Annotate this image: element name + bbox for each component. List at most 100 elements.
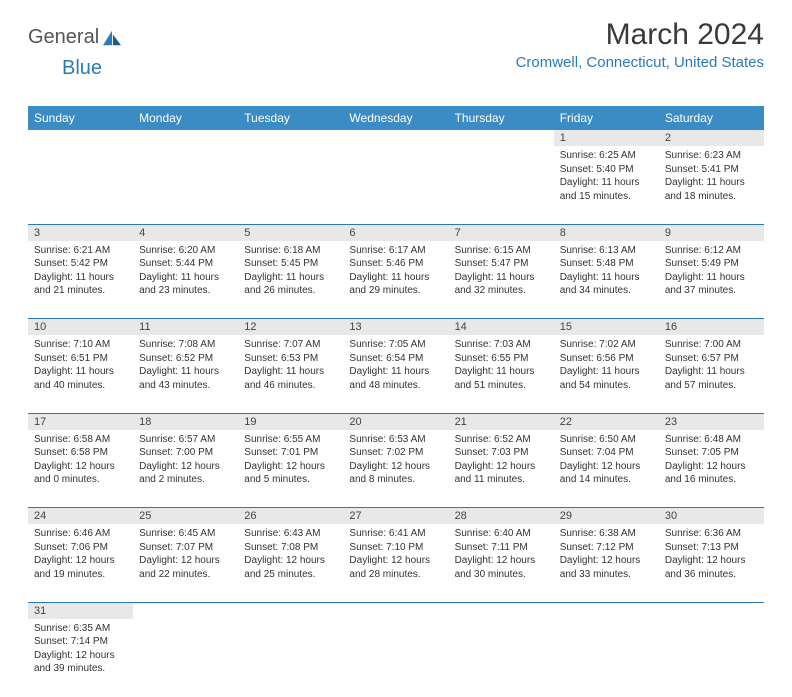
day-number: 16: [659, 319, 764, 335]
sunrise-line: Sunrise: 6:12 AM: [665, 244, 758, 258]
day-cell: Sunrise: 6:52 AMSunset: 7:03 PMDaylight:…: [449, 430, 554, 508]
daylight-line: Daylight: 11 hours and 23 minutes.: [139, 271, 232, 298]
sunset-line: Sunset: 7:03 PM: [455, 446, 548, 460]
day-cell: Sunrise: 6:40 AMSunset: 7:11 PMDaylight:…: [449, 524, 554, 602]
daylight-line: Daylight: 11 hours and 18 minutes.: [665, 176, 758, 203]
day-cell: Sunrise: 7:02 AMSunset: 6:56 PMDaylight:…: [554, 335, 659, 413]
sunrise-line: Sunrise: 6:13 AM: [560, 244, 653, 258]
day-cell-body: Sunrise: 6:20 AMSunset: 5:44 PMDaylight:…: [133, 241, 238, 302]
sunrise-line: Sunrise: 6:23 AM: [665, 149, 758, 163]
sunrise-line: Sunrise: 6:53 AM: [349, 433, 442, 447]
day-cell: [554, 619, 659, 697]
sunrise-line: Sunrise: 6:15 AM: [455, 244, 548, 258]
daylight-line: Daylight: 11 hours and 54 minutes.: [560, 365, 653, 392]
sunset-line: Sunset: 6:57 PM: [665, 352, 758, 366]
week-row: Sunrise: 6:46 AMSunset: 7:06 PMDaylight:…: [28, 524, 764, 602]
day-number: 11: [133, 319, 238, 335]
daylight-line: Daylight: 11 hours and 34 minutes.: [560, 271, 653, 298]
day-cell: Sunrise: 6:38 AMSunset: 7:12 PMDaylight:…: [554, 524, 659, 602]
sunset-line: Sunset: 6:56 PM: [560, 352, 653, 366]
sunset-line: Sunset: 7:08 PM: [244, 541, 337, 555]
day-number: 14: [449, 319, 554, 335]
daylight-line: Daylight: 12 hours and 19 minutes.: [34, 554, 127, 581]
day-cell-body: Sunrise: 6:45 AMSunset: 7:07 PMDaylight:…: [133, 524, 238, 585]
sunset-line: Sunset: 7:05 PM: [665, 446, 758, 460]
sunrise-line: Sunrise: 6:50 AM: [560, 433, 653, 447]
day-cell: Sunrise: 6:17 AMSunset: 5:46 PMDaylight:…: [343, 241, 448, 319]
day-cell: Sunrise: 7:05 AMSunset: 6:54 PMDaylight:…: [343, 335, 448, 413]
day-number: 2: [659, 130, 764, 146]
day-number-cell: 12: [238, 319, 343, 336]
sunrise-line: Sunrise: 6:43 AM: [244, 527, 337, 541]
day-cell: Sunrise: 7:03 AMSunset: 6:55 PMDaylight:…: [449, 335, 554, 413]
day-cell: [238, 619, 343, 697]
sunset-line: Sunset: 7:00 PM: [139, 446, 232, 460]
day-number: [133, 603, 238, 619]
brand-logo: General: [28, 26, 123, 49]
daynum-row: 3456789: [28, 224, 764, 241]
day-cell: [28, 146, 133, 224]
daylight-line: Daylight: 11 hours and 15 minutes.: [560, 176, 653, 203]
day-header: Sunday: [28, 106, 133, 130]
daylight-line: Daylight: 11 hours and 29 minutes.: [349, 271, 442, 298]
daylight-line: Daylight: 12 hours and 8 minutes.: [349, 460, 442, 487]
day-cell-body: Sunrise: 6:48 AMSunset: 7:05 PMDaylight:…: [659, 430, 764, 491]
day-cell-body: Sunrise: 6:23 AMSunset: 5:41 PMDaylight:…: [659, 146, 764, 207]
day-cell: [449, 619, 554, 697]
day-cell: Sunrise: 6:57 AMSunset: 7:00 PMDaylight:…: [133, 430, 238, 508]
day-cell: Sunrise: 6:50 AMSunset: 7:04 PMDaylight:…: [554, 430, 659, 508]
day-number: 23: [659, 414, 764, 430]
daylight-line: Daylight: 12 hours and 33 minutes.: [560, 554, 653, 581]
day-cell-body: Sunrise: 7:05 AMSunset: 6:54 PMDaylight:…: [343, 335, 448, 396]
sunset-line: Sunset: 5:40 PM: [560, 163, 653, 177]
day-cell: Sunrise: 6:36 AMSunset: 7:13 PMDaylight:…: [659, 524, 764, 602]
day-number: 24: [28, 508, 133, 524]
day-number: [449, 130, 554, 146]
day-number-cell: 9: [659, 224, 764, 241]
sunrise-line: Sunrise: 6:36 AM: [665, 527, 758, 541]
daylight-line: Daylight: 11 hours and 51 minutes.: [455, 365, 548, 392]
day-cell-body: Sunrise: 7:02 AMSunset: 6:56 PMDaylight:…: [554, 335, 659, 396]
sunset-line: Sunset: 7:10 PM: [349, 541, 442, 555]
sunrise-line: Sunrise: 6:46 AM: [34, 527, 127, 541]
day-cell: Sunrise: 7:10 AMSunset: 6:51 PMDaylight:…: [28, 335, 133, 413]
sunrise-line: Sunrise: 6:20 AM: [139, 244, 232, 258]
month-title: March 2024: [516, 18, 764, 52]
day-number-cell: [28, 130, 133, 146]
daylight-line: Daylight: 11 hours and 21 minutes.: [34, 271, 127, 298]
day-cell: [238, 146, 343, 224]
day-header: Monday: [133, 106, 238, 130]
sunset-line: Sunset: 5:49 PM: [665, 257, 758, 271]
day-number: 7: [449, 225, 554, 241]
day-number-cell: [238, 602, 343, 619]
day-number: 27: [343, 508, 448, 524]
day-cell-body: Sunrise: 6:55 AMSunset: 7:01 PMDaylight:…: [238, 430, 343, 491]
daylight-line: Daylight: 12 hours and 30 minutes.: [455, 554, 548, 581]
day-number: 9: [659, 225, 764, 241]
day-cell-body: Sunrise: 6:25 AMSunset: 5:40 PMDaylight:…: [554, 146, 659, 207]
day-cell: [659, 619, 764, 697]
day-number-cell: 5: [238, 224, 343, 241]
day-number-cell: [343, 602, 448, 619]
day-number: [238, 130, 343, 146]
sunset-line: Sunset: 7:12 PM: [560, 541, 653, 555]
sunrise-line: Sunrise: 7:00 AM: [665, 338, 758, 352]
day-number: [554, 603, 659, 619]
sunrise-line: Sunrise: 6:52 AM: [455, 433, 548, 447]
sunset-line: Sunset: 7:02 PM: [349, 446, 442, 460]
day-number-cell: [554, 602, 659, 619]
day-number: [343, 603, 448, 619]
daylight-line: Daylight: 12 hours and 28 minutes.: [349, 554, 442, 581]
day-number-cell: 31: [28, 602, 133, 619]
day-cell: [449, 146, 554, 224]
daylight-line: Daylight: 12 hours and 0 minutes.: [34, 460, 127, 487]
daylight-line: Daylight: 12 hours and 39 minutes.: [34, 649, 127, 676]
day-cell-body: Sunrise: 6:46 AMSunset: 7:06 PMDaylight:…: [28, 524, 133, 585]
sunset-line: Sunset: 5:47 PM: [455, 257, 548, 271]
week-row: Sunrise: 6:21 AMSunset: 5:42 PMDaylight:…: [28, 241, 764, 319]
day-number-cell: 7: [449, 224, 554, 241]
sunrise-line: Sunrise: 6:41 AM: [349, 527, 442, 541]
day-header: Saturday: [659, 106, 764, 130]
day-cell-body: Sunrise: 6:17 AMSunset: 5:46 PMDaylight:…: [343, 241, 448, 302]
sail-icon: [101, 29, 123, 47]
